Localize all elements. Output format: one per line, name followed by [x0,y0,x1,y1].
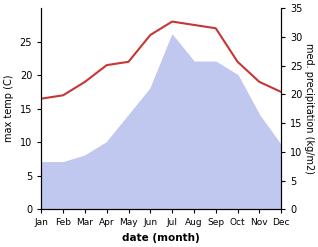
Y-axis label: max temp (C): max temp (C) [4,75,14,143]
Y-axis label: med. precipitation (kg/m2): med. precipitation (kg/m2) [304,43,314,174]
X-axis label: date (month): date (month) [122,233,200,243]
